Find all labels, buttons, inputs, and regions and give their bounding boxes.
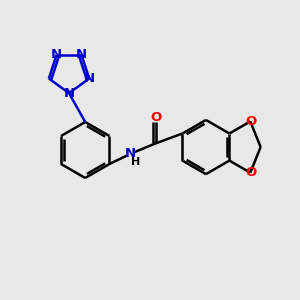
Text: N: N	[76, 48, 87, 61]
Text: N: N	[51, 48, 62, 61]
Text: O: O	[150, 111, 161, 124]
Text: O: O	[245, 115, 256, 128]
Text: N: N	[64, 87, 75, 100]
Text: N: N	[125, 147, 136, 160]
Text: O: O	[245, 167, 256, 179]
Text: H: H	[131, 157, 141, 167]
Text: N: N	[84, 72, 95, 85]
